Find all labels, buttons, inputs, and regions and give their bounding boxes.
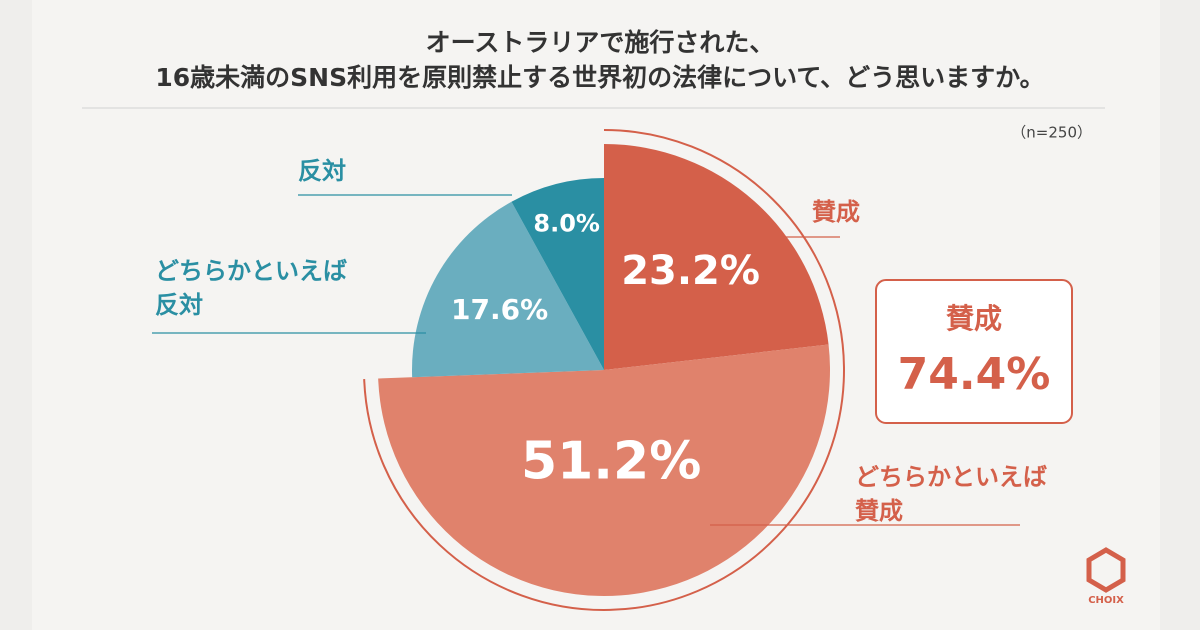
slice <box>511 178 604 370</box>
summary-label: 賛成 <box>946 302 1002 335</box>
category-label: どちらかといえば賛成 <box>855 463 1047 525</box>
category-label-line: どちらかといえば <box>855 463 1047 491</box>
value-label: 23.2% <box>621 248 760 294</box>
logo-mark <box>1086 547 1126 593</box>
logo: CHOIX <box>1086 547 1126 606</box>
value-label: 17.6% <box>451 293 548 326</box>
note: （n=250） <box>1011 124 1092 142</box>
value-label: 51.2% <box>521 432 701 492</box>
slice <box>378 344 830 596</box>
category-label-line: 反対 <box>298 157 346 185</box>
category-label-line: 反対 <box>155 291 203 319</box>
title-line: 16歳未満のSNS利用を原則禁止する世界初の法律について、どう思いますか。 <box>155 63 1044 92</box>
category-label-line: 賛成 <box>812 198 860 226</box>
category-label-line: どちらかといえば <box>155 257 347 285</box>
value-label: 8.0% <box>533 210 600 238</box>
logo-text: CHOIX <box>1088 595 1124 606</box>
summary-arc <box>363 129 845 611</box>
category-label: 賛成 <box>812 198 860 226</box>
title-line: オーストラリアで施行された、 <box>426 28 775 57</box>
category-label: どちらかといえば反対 <box>155 257 347 319</box>
summary-box <box>875 279 1073 424</box>
slice <box>604 144 829 370</box>
summary-value: 74.4% <box>898 349 1051 400</box>
category-label-line: 賛成 <box>855 497 903 525</box>
category-label: 反対 <box>298 157 346 185</box>
slice <box>412 201 604 378</box>
